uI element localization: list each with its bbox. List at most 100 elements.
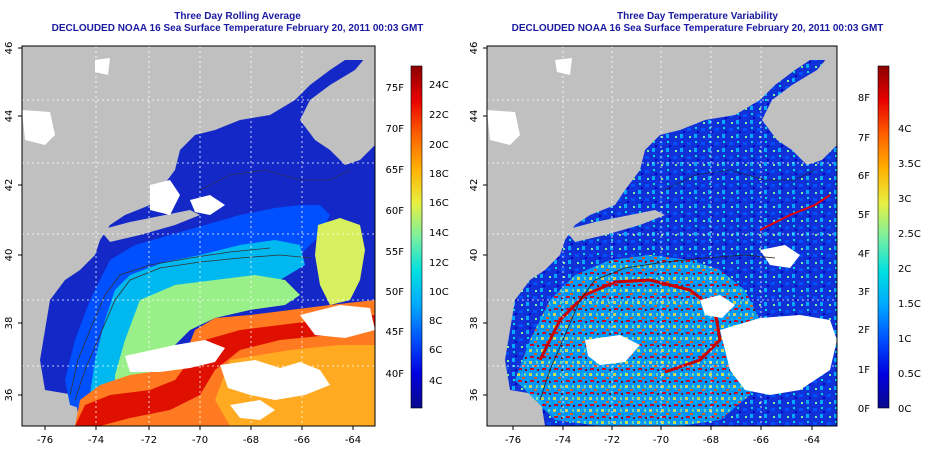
- left-panel-subtitle: DECLOUDED NOAA 16 Sea Surface Temperatur…: [51, 23, 424, 34]
- right-y-tick-label: 42: [469, 179, 480, 192]
- left-colorbar-c-label: 8C: [429, 316, 442, 327]
- left-colorbar-c-label: 12C: [429, 258, 449, 269]
- left-map-y-axis: 36 38 40 42 44 46: [4, 42, 22, 402]
- left-map-clouds: [22, 58, 375, 420]
- left-y-tick-label: 36: [4, 389, 15, 402]
- right-colorbar-f-label: 1F: [858, 365, 870, 376]
- right-colorbar-c-label: 0C: [898, 404, 911, 415]
- left-colorbar-f-label: 55F: [386, 247, 405, 258]
- right-colorbar-c-label: 3C: [898, 194, 911, 205]
- left-map-x-axis: -76 -74 -72 -70 -68 -66 -64: [37, 426, 361, 446]
- left-colorbar-f-label: 75F: [386, 83, 405, 94]
- right-x-tick-label: -70: [653, 435, 669, 446]
- left-x-tick-label: -64: [345, 435, 361, 446]
- left-map-gulf-of-maine-contour: [199, 169, 351, 191]
- left-colorbar-c-label: 10C: [429, 287, 449, 298]
- left-colorbar: 40F 45F 50F 55F 60F 65F 70F 75F 4C 6C 8C…: [386, 65, 449, 409]
- left-map: -76 -74 -72 -70 -68 -66 -64 36 38 40 42 …: [4, 42, 376, 446]
- left-panel-title-block: Three Day Rolling Average DECLOUDED NOAA…: [0, 11, 475, 35]
- left-map-gulf-stream-core: [75, 315, 375, 426]
- right-map-gulf-of-maine-contour: [664, 169, 816, 191]
- left-map-shelf-contour-outer: [74, 254, 311, 401]
- left-x-tick-label: -74: [88, 435, 104, 446]
- right-colorbar-c-label: 3.5C: [898, 159, 921, 170]
- right-colorbar-c-label: 2C: [898, 264, 911, 275]
- left-colorbar-f-labels: 40F 45F 50F 55F 60F 65F 70F 75F: [386, 83, 405, 380]
- left-colorbar-bar: [410, 65, 423, 409]
- left-y-tick-label: 38: [4, 317, 15, 330]
- left-colorbar-c-label: 22C: [429, 110, 449, 121]
- right-colorbar-c-label: 0.5C: [898, 369, 921, 380]
- left-colorbar-c-label: 24C: [429, 80, 449, 91]
- right-colorbar-f-label: 7F: [858, 133, 870, 144]
- left-colorbar-f-label: 45F: [386, 327, 405, 338]
- right-panel-title-block: Three Day Temperature Variability DECLOU…: [460, 11, 935, 35]
- left-colorbar-f-label: 50F: [386, 287, 405, 298]
- right-map-front-ring: [538, 278, 722, 374]
- right-colorbar-bar: [877, 65, 890, 409]
- right-x-tick-label: -66: [753, 435, 769, 446]
- left-colorbar-c-label: 16C: [429, 198, 449, 209]
- right-colorbar: 0F 1F 2F 3F 4F 5F 6F 7F 8F 0C 0.5C 1C 1.…: [858, 65, 921, 415]
- right-colorbar-c-labels: 0C 0.5C 1C 1.5C 2C 2.5C 3C 3.5C 4C: [898, 124, 921, 415]
- right-map-y-axis: 36 38 40 42 44 46: [469, 42, 487, 401]
- left-colorbar-f-label: 40F: [386, 369, 405, 380]
- right-panel-title: Three Day Temperature Variability: [617, 11, 778, 22]
- left-colorbar-c-label: 18C: [429, 169, 449, 180]
- left-y-tick-label: 44: [4, 110, 15, 123]
- right-colorbar-f-label: 4F: [858, 249, 870, 260]
- left-x-tick-label: -70: [192, 435, 208, 446]
- right-map-shelf-contour: [539, 254, 776, 401]
- right-x-tick-label: -74: [555, 435, 571, 446]
- left-y-tick-label: 42: [4, 179, 15, 192]
- right-y-tick-label: 46: [469, 42, 480, 55]
- left-y-tick-label: 40: [4, 249, 15, 262]
- right-colorbar-f-label: 5F: [858, 210, 870, 221]
- right-map-high-variability-zone: [515, 255, 765, 426]
- left-map-shelf-contour-inner: [69, 247, 271, 396]
- left-colorbar-c-label: 4C: [429, 376, 442, 387]
- right-map-long-island: [565, 210, 665, 242]
- right-colorbar-f-label: 2F: [858, 325, 870, 336]
- right-colorbar-c-label: 1.5C: [898, 299, 921, 310]
- left-panel-title: Three Day Rolling Average: [174, 11, 301, 22]
- left-colorbar-c-label: 6C: [429, 345, 442, 356]
- right-x-tick-label: -64: [804, 435, 820, 446]
- left-colorbar-c-label: 20C: [429, 140, 449, 151]
- left-map-nova-scotia-land: [300, 46, 375, 165]
- right-y-tick-label: 38: [469, 317, 480, 330]
- left-x-tick-label: -66: [294, 435, 310, 446]
- left-x-tick-label: -72: [141, 435, 157, 446]
- right-x-tick-label: -76: [505, 435, 521, 446]
- right-colorbar-c-label: 4C: [898, 124, 911, 135]
- left-x-tick-label: -68: [243, 435, 259, 446]
- left-x-tick-label: -76: [37, 435, 53, 446]
- right-map-front-line: [759, 194, 831, 231]
- right-colorbar-f-labels: 0F 1F 2F 3F 4F 5F 6F 7F 8F: [858, 93, 870, 415]
- left-y-tick-label: 46: [4, 42, 15, 55]
- right-colorbar-f-label: 8F: [858, 93, 870, 104]
- right-panel-subtitle: DECLOUDED NOAA 16 Sea Surface Temperatur…: [511, 23, 884, 34]
- left-map-gridlines: [22, 46, 375, 426]
- right-colorbar-c-label: 2.5C: [898, 229, 921, 240]
- left-colorbar-c-labels: 4C 6C 8C 10C 12C 14C 16C 18C 20C 22C 24C: [429, 80, 449, 387]
- right-map-clouds: [487, 58, 837, 395]
- right-map-x-axis: -76 -74 -72 -70 -68 -66 -64: [505, 426, 820, 446]
- left-map-frame: [21, 45, 376, 427]
- right-map-nova-scotia-land: [762, 46, 837, 165]
- left-colorbar-f-label: 70F: [386, 124, 405, 135]
- left-map-long-island: [100, 210, 200, 242]
- right-colorbar-c-label: 1C: [898, 334, 911, 345]
- right-y-tick-label: 44: [469, 110, 480, 123]
- right-y-tick-label: 40: [469, 249, 480, 262]
- right-map-frame: [486, 45, 838, 427]
- left-map-warm-water-band: [115, 275, 300, 400]
- right-map: -76 -74 -72 -70 -68 -66 -64 36 38 40 42 …: [469, 42, 838, 446]
- right-map-gridlines: [487, 46, 837, 426]
- right-colorbar-f-label: 3F: [858, 287, 870, 298]
- right-colorbar-f-label: 6F: [858, 171, 870, 182]
- left-map-warm-eddy: [315, 218, 365, 305]
- right-colorbar-f-label: 0F: [858, 404, 870, 415]
- left-colorbar-c-label: 14C: [429, 228, 449, 239]
